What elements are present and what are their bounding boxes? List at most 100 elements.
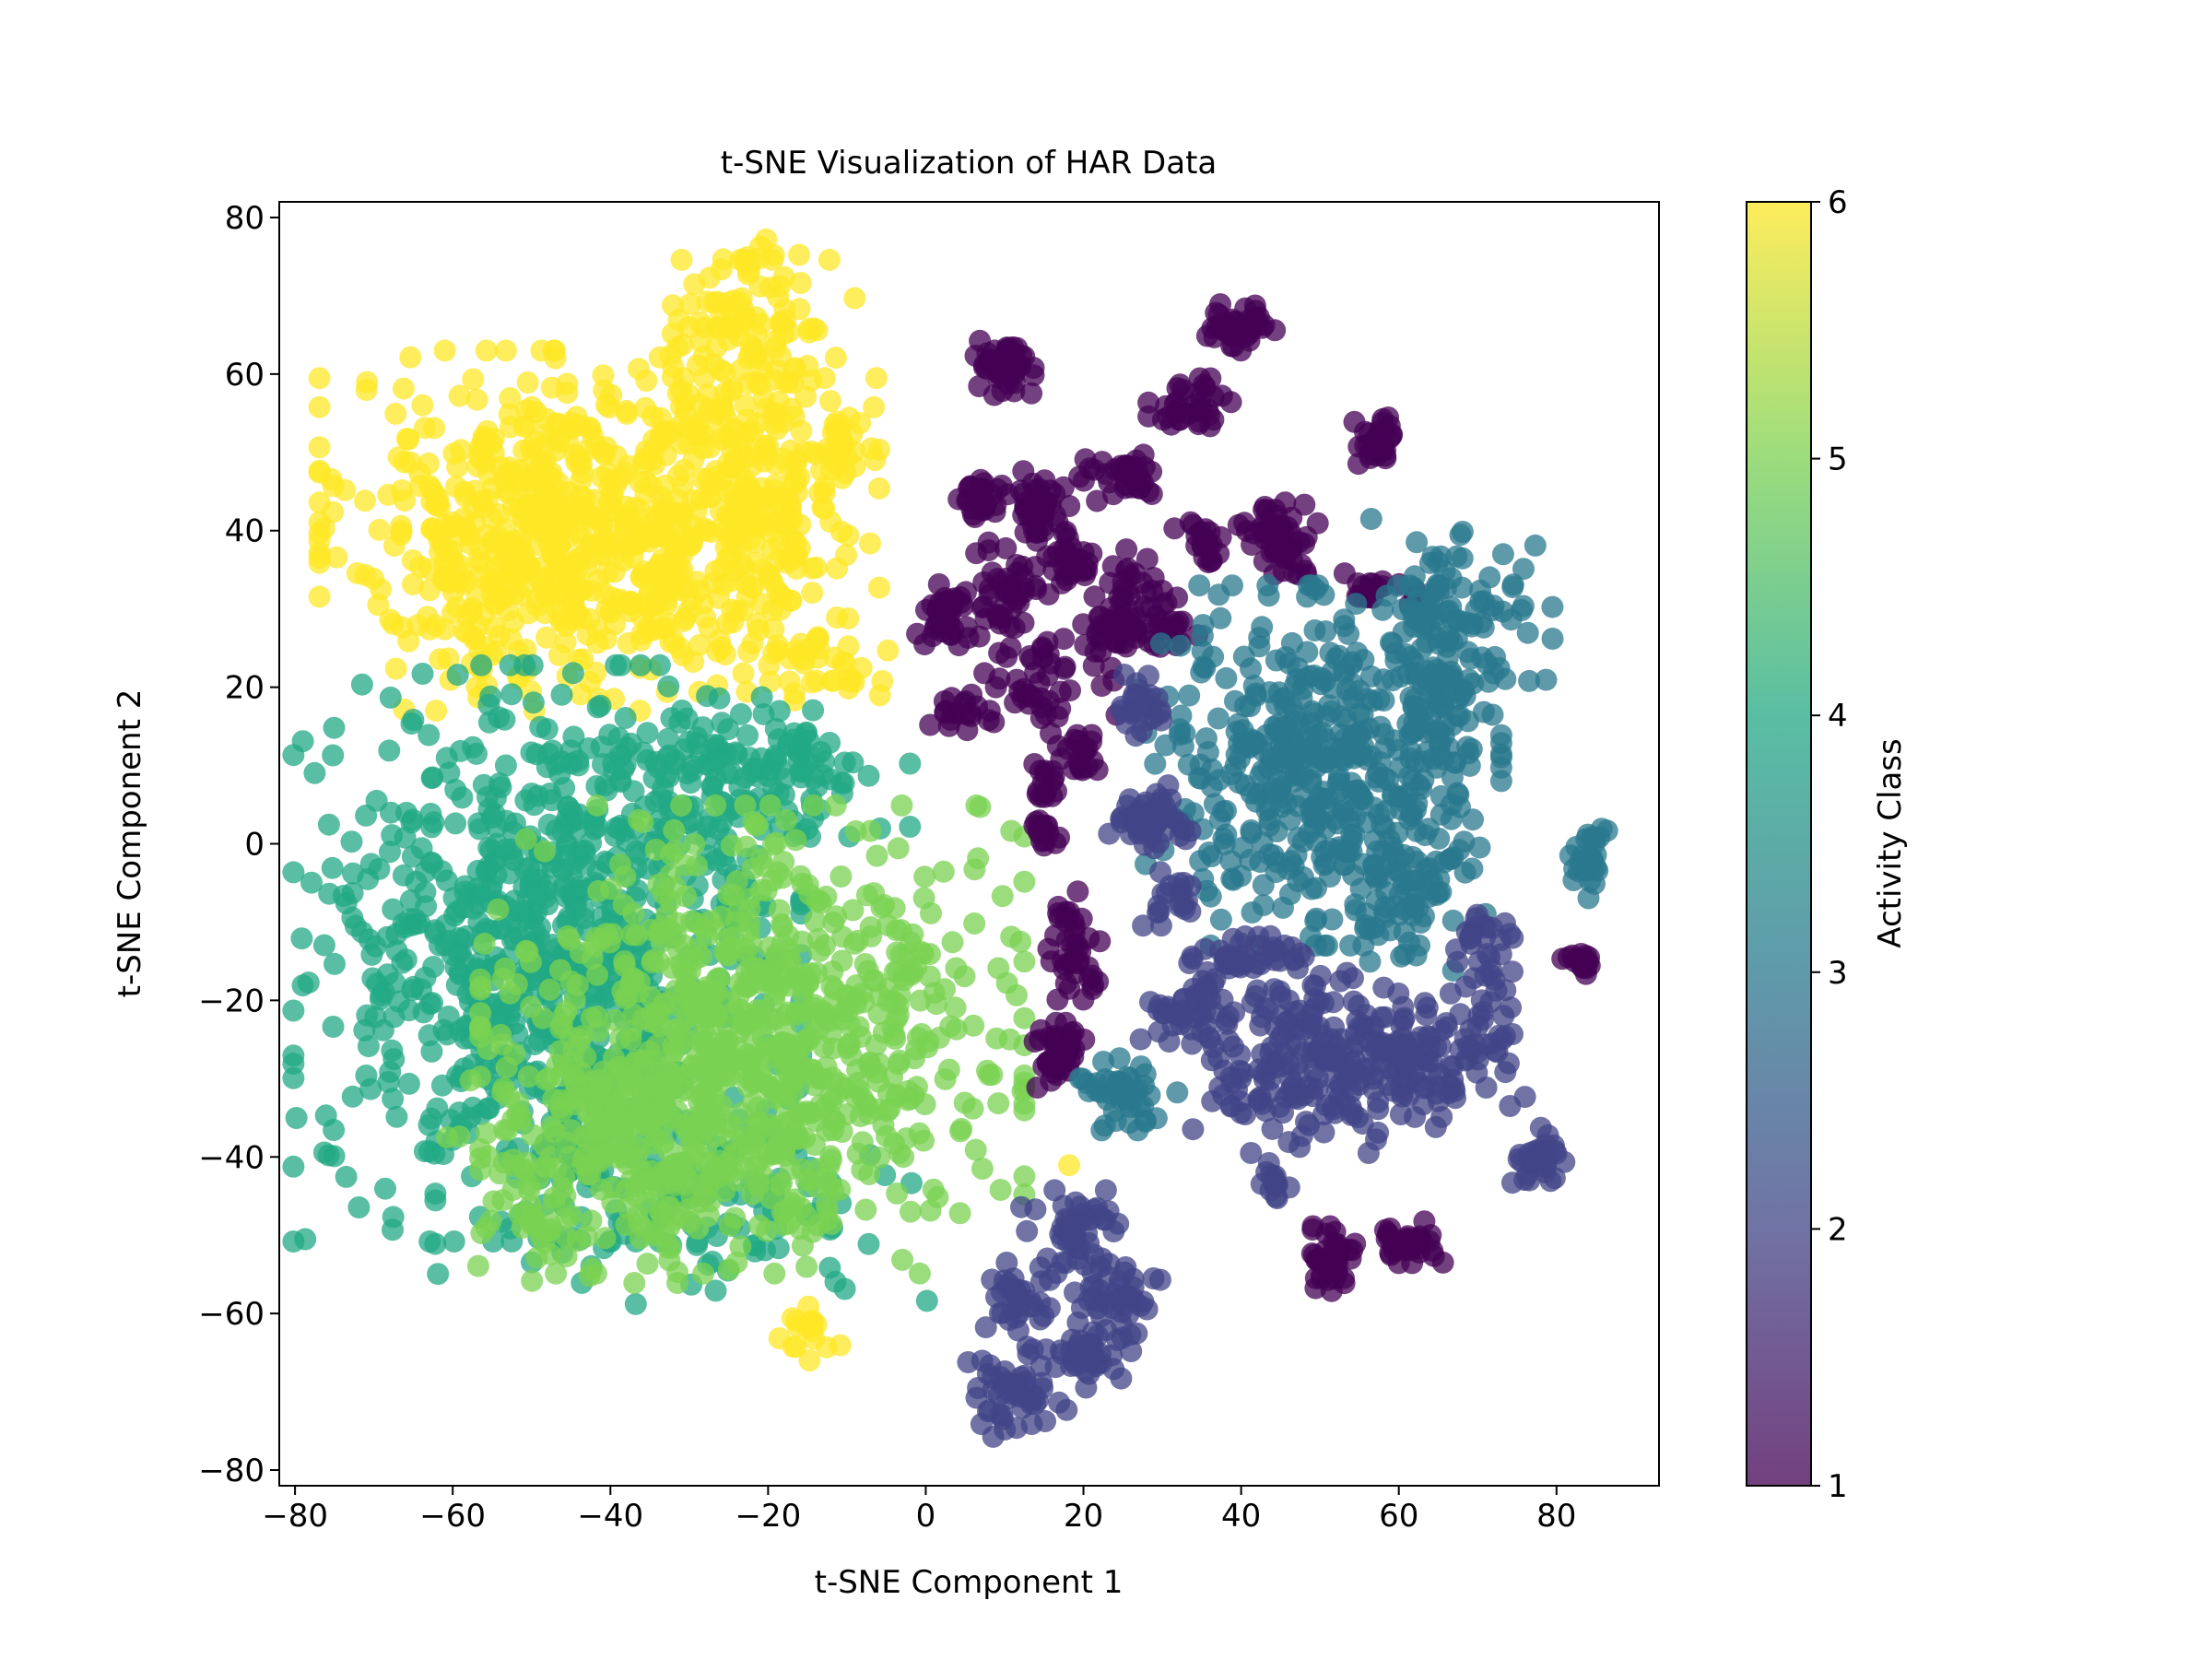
scatter-point xyxy=(1277,652,1300,675)
scatter-point xyxy=(1314,620,1337,643)
scatter-point xyxy=(937,1058,960,1081)
scatter-point xyxy=(784,1335,807,1359)
scatter-point xyxy=(802,794,825,817)
scatter-point xyxy=(1292,747,1315,770)
scatter-point xyxy=(494,754,517,777)
scatter-point xyxy=(1088,618,1111,641)
scatter-point xyxy=(569,839,592,862)
scatter-point xyxy=(516,940,539,963)
scatter-point xyxy=(342,862,364,885)
scatter-point xyxy=(702,1000,725,1023)
scatter-point xyxy=(734,794,757,817)
scatter-point xyxy=(1453,830,1476,853)
scatter-point xyxy=(1363,916,1386,939)
scatter-point xyxy=(739,334,762,357)
scatter-point xyxy=(947,634,971,657)
scatter-point xyxy=(797,971,820,994)
scatter-point xyxy=(374,1177,396,1200)
scatter-point xyxy=(476,419,499,442)
scatter-point xyxy=(1516,621,1539,644)
scatter-point xyxy=(380,801,402,824)
scatter-point xyxy=(605,653,628,677)
scatter-point xyxy=(720,380,743,403)
scatter-point xyxy=(1362,854,1385,877)
scatter-point xyxy=(717,425,740,448)
scatter-point xyxy=(1278,883,1301,906)
scatter-point xyxy=(899,816,922,838)
scatter-point xyxy=(402,572,424,595)
scatter-point xyxy=(1472,700,1495,724)
scatter-point xyxy=(1082,973,1104,996)
scatter-point xyxy=(1177,753,1200,776)
scatter-point xyxy=(963,912,986,935)
scatter-point xyxy=(912,887,935,910)
scatter-point xyxy=(734,572,757,594)
scatter-point xyxy=(1306,1248,1329,1271)
scatter-point xyxy=(587,1019,610,1042)
scatter-point xyxy=(656,727,679,750)
scatter-point xyxy=(469,1018,492,1041)
scatter-point xyxy=(1166,1081,1189,1104)
scatter-point xyxy=(747,441,770,465)
scatter-point xyxy=(534,840,556,863)
scatter-point xyxy=(778,670,801,693)
scatter-point xyxy=(865,1033,888,1056)
scatter-point xyxy=(569,875,592,898)
scatter-point xyxy=(730,1101,753,1124)
scatter-point xyxy=(666,1021,689,1044)
scatter-point xyxy=(397,1072,420,1095)
scatter-point xyxy=(1258,815,1281,838)
scatter-point xyxy=(1199,885,1222,908)
scatter-point xyxy=(968,625,991,648)
scatter-point xyxy=(706,315,729,338)
scatter-point xyxy=(538,978,561,1001)
scatter-point xyxy=(525,861,548,884)
scatter-point xyxy=(401,845,424,868)
scatter-point xyxy=(971,1158,994,1180)
scatter-point xyxy=(614,707,637,729)
scatter-point xyxy=(763,1079,786,1102)
scatter-point xyxy=(963,858,986,881)
scatter-point xyxy=(843,932,865,955)
scatter-point xyxy=(475,339,498,362)
scatter-point xyxy=(1333,728,1356,751)
scatter-point xyxy=(1432,724,1455,747)
scatter-point xyxy=(1449,795,1471,818)
scatter-point xyxy=(367,594,390,617)
scatter-point xyxy=(1372,723,1395,746)
scatter-point xyxy=(736,724,759,747)
scatter-point xyxy=(759,566,782,589)
scatter-point xyxy=(491,1189,514,1212)
scatter-point xyxy=(685,1105,708,1128)
scatter-point xyxy=(1398,765,1421,788)
scatter-point xyxy=(467,812,490,835)
scatter-point xyxy=(517,1065,540,1088)
scatter-point xyxy=(308,461,331,484)
scatter-point xyxy=(1401,805,1424,828)
scatter-point xyxy=(586,618,609,641)
scatter-point xyxy=(1418,551,1441,574)
scatter-point xyxy=(1312,781,1335,803)
scatter-point xyxy=(1067,730,1090,752)
scatter-point xyxy=(1451,576,1474,599)
scatter-point xyxy=(601,923,624,946)
scatter-point xyxy=(1110,590,1133,613)
scatter-point xyxy=(949,1120,971,1143)
scatter-point xyxy=(987,605,1010,628)
scatter-point xyxy=(919,713,942,736)
scatter-point xyxy=(1301,1215,1324,1238)
scatter-point xyxy=(487,898,510,921)
scatter-point xyxy=(325,546,348,569)
scatter-point xyxy=(1098,822,1121,845)
scatter-point xyxy=(532,1006,554,1030)
scatter-point xyxy=(768,700,791,723)
scatter-point xyxy=(699,1048,722,1071)
scatter-point xyxy=(1088,930,1112,953)
scatter-point xyxy=(746,551,769,574)
scatter-point xyxy=(761,833,784,856)
scatter-point xyxy=(563,988,586,1011)
scatter-point xyxy=(598,724,621,747)
scatter-point xyxy=(384,402,407,425)
scatter-point xyxy=(561,662,584,685)
scatter-point xyxy=(653,1095,677,1117)
